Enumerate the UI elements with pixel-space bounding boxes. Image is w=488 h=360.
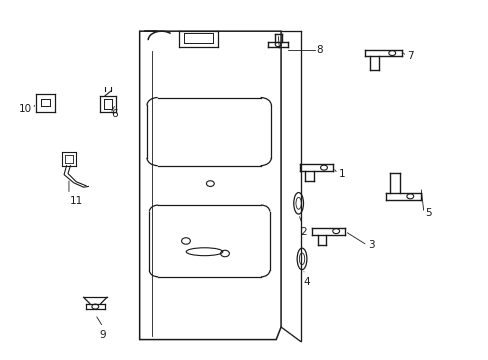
Text: 3: 3 [367,240,374,250]
Text: 6: 6 [111,109,118,119]
Text: 11: 11 [70,196,83,206]
Text: 2: 2 [300,227,306,237]
Text: 5: 5 [424,208,430,218]
Text: 9: 9 [100,329,106,339]
Text: 4: 4 [303,277,309,287]
Text: 7: 7 [407,51,413,61]
Text: 1: 1 [338,168,345,179]
Text: 10: 10 [19,104,32,114]
Text: 8: 8 [316,45,323,55]
